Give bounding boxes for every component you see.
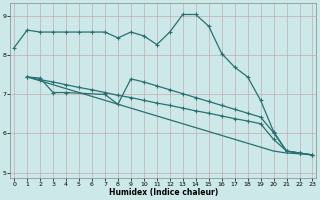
X-axis label: Humidex (Indice chaleur): Humidex (Indice chaleur) [109,188,218,197]
